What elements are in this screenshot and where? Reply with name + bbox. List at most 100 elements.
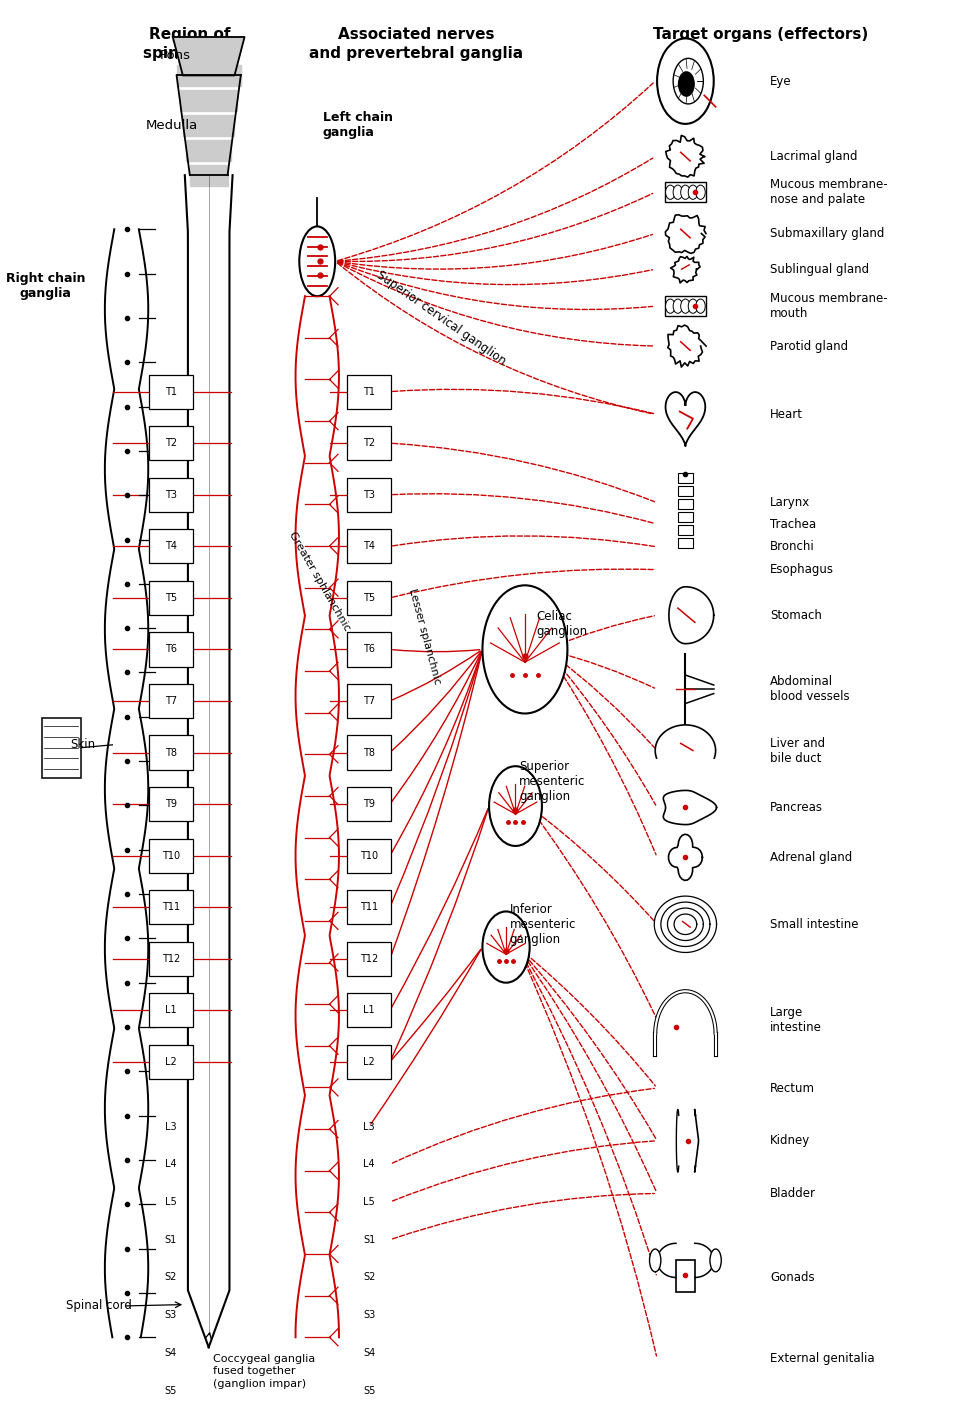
FancyArrowPatch shape: [518, 949, 656, 1274]
Text: T10: T10: [359, 850, 378, 860]
FancyBboxPatch shape: [149, 786, 193, 821]
Bar: [42, 718, 81, 778]
FancyBboxPatch shape: [149, 1045, 193, 1079]
Text: T6: T6: [165, 645, 176, 655]
Bar: [677, 499, 692, 509]
Text: T4: T4: [362, 541, 375, 551]
Text: S3: S3: [165, 1310, 177, 1320]
FancyArrowPatch shape: [391, 652, 481, 751]
FancyArrowPatch shape: [337, 263, 652, 414]
Polygon shape: [670, 257, 700, 283]
FancyBboxPatch shape: [149, 632, 193, 666]
FancyArrowPatch shape: [337, 263, 652, 284]
FancyArrowPatch shape: [370, 949, 481, 1124]
Circle shape: [695, 186, 704, 200]
FancyArrowPatch shape: [392, 1089, 654, 1163]
Text: T9: T9: [362, 799, 375, 809]
FancyArrowPatch shape: [391, 949, 481, 1060]
FancyBboxPatch shape: [347, 374, 391, 408]
Text: T2: T2: [165, 438, 176, 448]
FancyArrowPatch shape: [548, 616, 654, 648]
Text: T9: T9: [165, 799, 176, 809]
FancyArrowPatch shape: [392, 390, 654, 414]
Text: T2: T2: [362, 438, 375, 448]
FancyArrowPatch shape: [391, 652, 481, 853]
FancyArrowPatch shape: [519, 949, 655, 1086]
Text: T3: T3: [165, 489, 176, 499]
Text: S1: S1: [362, 1234, 375, 1244]
Polygon shape: [105, 230, 148, 1337]
FancyArrowPatch shape: [530, 808, 655, 922]
FancyArrowPatch shape: [519, 949, 655, 1139]
Circle shape: [672, 186, 682, 200]
Text: Bronchi: Bronchi: [769, 541, 814, 554]
Text: Mucous membrane-
nose and palate: Mucous membrane- nose and palate: [769, 178, 887, 207]
Text: L2: L2: [165, 1057, 176, 1067]
Text: Abdominal
blood vessels: Abdominal blood vessels: [769, 675, 849, 704]
FancyArrowPatch shape: [392, 494, 654, 524]
Circle shape: [665, 300, 674, 314]
Circle shape: [680, 300, 689, 314]
Polygon shape: [665, 136, 704, 177]
FancyArrowPatch shape: [337, 263, 652, 310]
Polygon shape: [675, 1109, 698, 1172]
FancyBboxPatch shape: [347, 1045, 391, 1079]
Text: S4: S4: [165, 1349, 177, 1359]
FancyArrowPatch shape: [337, 194, 652, 261]
Circle shape: [677, 71, 694, 97]
Text: Superior
mesenteric
ganglion: Superior mesenteric ganglion: [518, 761, 585, 803]
Text: Bladder: Bladder: [769, 1187, 816, 1200]
FancyBboxPatch shape: [347, 786, 391, 821]
Text: S5: S5: [165, 1386, 177, 1396]
FancyArrowPatch shape: [391, 652, 482, 905]
Text: S4: S4: [362, 1349, 375, 1359]
Text: Pancreas: Pancreas: [769, 801, 823, 813]
Text: L4: L4: [363, 1159, 375, 1169]
FancyArrowPatch shape: [337, 234, 652, 270]
Text: Skin: Skin: [70, 738, 95, 752]
Circle shape: [488, 766, 542, 846]
Text: Trachea: Trachea: [769, 518, 816, 531]
Text: Eye: Eye: [769, 74, 791, 87]
Bar: [677, 538, 692, 548]
FancyArrowPatch shape: [548, 651, 654, 688]
FancyBboxPatch shape: [347, 839, 391, 873]
Ellipse shape: [299, 227, 335, 297]
Text: Esophagus: Esophagus: [769, 564, 833, 577]
Circle shape: [482, 912, 529, 983]
Text: L1: L1: [165, 1005, 176, 1015]
FancyArrowPatch shape: [337, 83, 652, 261]
Text: Stomach: Stomach: [769, 609, 822, 622]
Polygon shape: [667, 325, 705, 367]
Bar: [664, 297, 705, 317]
Bar: [677, 487, 692, 495]
Bar: [179, 90, 237, 111]
FancyBboxPatch shape: [149, 942, 193, 976]
Text: T6: T6: [362, 645, 375, 655]
Text: S3: S3: [362, 1310, 375, 1320]
FancyBboxPatch shape: [149, 993, 193, 1027]
Bar: [677, 512, 692, 522]
Circle shape: [665, 186, 674, 200]
Circle shape: [688, 300, 697, 314]
FancyArrowPatch shape: [547, 651, 654, 749]
FancyBboxPatch shape: [347, 735, 391, 769]
FancyArrowPatch shape: [391, 652, 482, 956]
Text: Rectum: Rectum: [769, 1082, 815, 1095]
Text: Larynx: Larynx: [769, 497, 810, 509]
Bar: [675, 1260, 694, 1291]
FancyBboxPatch shape: [347, 529, 391, 564]
Text: Inferior
mesenteric
ganglion: Inferior mesenteric ganglion: [510, 903, 576, 946]
FancyArrowPatch shape: [392, 537, 654, 547]
FancyArrowPatch shape: [392, 651, 480, 699]
Bar: [664, 183, 705, 203]
Text: Gonads: Gonads: [769, 1271, 814, 1284]
Text: Heart: Heart: [769, 408, 802, 421]
Ellipse shape: [709, 1249, 721, 1271]
FancyArrowPatch shape: [530, 808, 655, 1017]
Text: T8: T8: [165, 748, 176, 758]
Text: Right chain
ganglia: Right chain ganglia: [6, 273, 85, 300]
Bar: [677, 472, 692, 482]
Polygon shape: [296, 297, 338, 1337]
Text: Kidney: Kidney: [769, 1134, 810, 1147]
